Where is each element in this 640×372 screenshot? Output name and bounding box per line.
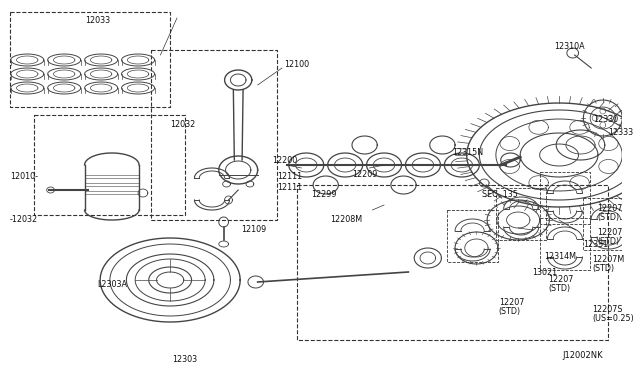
Text: 12207M: 12207M (592, 255, 625, 264)
Text: 12100: 12100 (284, 60, 309, 69)
Text: 12331: 12331 (584, 240, 609, 249)
Text: (STD): (STD) (548, 284, 570, 293)
Text: 12207: 12207 (597, 204, 622, 213)
Text: -12032: -12032 (10, 215, 38, 224)
Text: 12303: 12303 (172, 355, 197, 364)
Text: 13021: 13021 (532, 268, 557, 277)
Text: J12002NK: J12002NK (562, 351, 603, 360)
Text: (STD): (STD) (499, 307, 521, 316)
Text: (STD): (STD) (592, 264, 614, 273)
Text: 12330: 12330 (593, 115, 618, 124)
Text: 12310A: 12310A (554, 42, 585, 51)
Text: (STD): (STD) (597, 237, 619, 246)
Text: 12209: 12209 (352, 170, 378, 179)
Text: 12111: 12111 (277, 183, 302, 192)
Text: 12208M: 12208M (331, 215, 363, 224)
Text: 12333: 12333 (608, 128, 633, 137)
Text: 12299: 12299 (311, 190, 337, 199)
Text: 12315N: 12315N (452, 148, 483, 157)
Text: 12207: 12207 (597, 228, 622, 237)
Text: 12111: 12111 (277, 172, 302, 181)
Text: (STD): (STD) (597, 213, 619, 222)
Text: SEC. 135: SEC. 135 (483, 190, 518, 199)
Text: 12033: 12033 (84, 16, 110, 25)
Text: 12207: 12207 (548, 275, 573, 284)
Text: 12207S: 12207S (592, 305, 623, 314)
Text: (US=0.25): (US=0.25) (592, 314, 634, 323)
Text: 12010-: 12010- (10, 172, 38, 181)
Text: L2303A: L2303A (97, 280, 127, 289)
Text: 12314M: 12314M (545, 252, 577, 261)
Text: 12207: 12207 (499, 298, 524, 307)
Text: 12109: 12109 (241, 225, 266, 234)
Text: 12032: 12032 (170, 120, 195, 129)
Text: 12200: 12200 (272, 156, 298, 165)
